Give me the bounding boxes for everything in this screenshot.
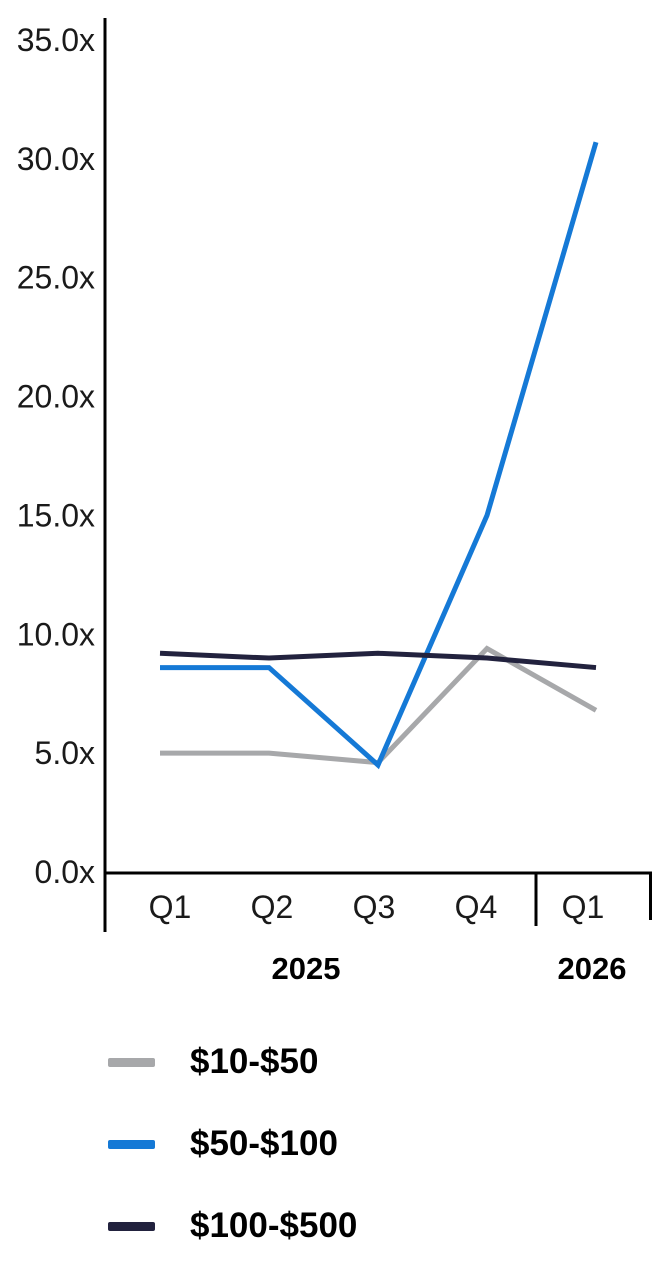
- x-tick-label: Q4: [455, 889, 498, 925]
- x-tick-label: Q1: [149, 889, 192, 925]
- series-line-$50-$100: [160, 141, 599, 770]
- x-tick-label: Q2: [251, 889, 294, 925]
- x-tick-label: Q1: [562, 889, 605, 925]
- year-label: 2026: [558, 951, 627, 986]
- x-tick-label: Q3: [353, 889, 396, 925]
- legend-swatch-10-50: [108, 1057, 155, 1067]
- legend-label-50-100: $50-$100: [190, 1124, 338, 1163]
- y-tick-label: 30.0x: [17, 141, 95, 177]
- legend-swatch-50-100: [108, 1139, 155, 1149]
- legend-swatch-100-500: [108, 1221, 155, 1231]
- y-tick-label: 15.0x: [17, 497, 95, 533]
- quarterly-multiples-line-chart: 0.0x 5.0x 10.0x 15.0x 20.0x 25.0x 30.0x 35.0x Q1…: [17, 18, 652, 986]
- y-tick-label: 25.0x: [17, 260, 95, 296]
- year-label: 2025: [272, 951, 341, 986]
- series-line-$100-$500: [159, 650, 597, 671]
- chart-legend: $10-$50 $50-$100 $100-$500: [108, 1042, 357, 1246]
- y-tick-label: 35.0x: [17, 22, 95, 58]
- legend-label-10-50: $10-$50: [190, 1042, 319, 1081]
- legend-item: $50-$100: [108, 1124, 357, 1164]
- y-tick-label: 10.0x: [17, 616, 95, 652]
- legend-item: $10-$50: [108, 1042, 357, 1082]
- y-tick-label: 0.0x: [35, 854, 95, 890]
- y-tick-label: 20.0x: [17, 379, 95, 415]
- legend-label-100-500: $100-$500: [190, 1206, 358, 1245]
- y-tick-label: 5.0x: [35, 735, 95, 771]
- legend-item: $100-$500: [108, 1206, 357, 1246]
